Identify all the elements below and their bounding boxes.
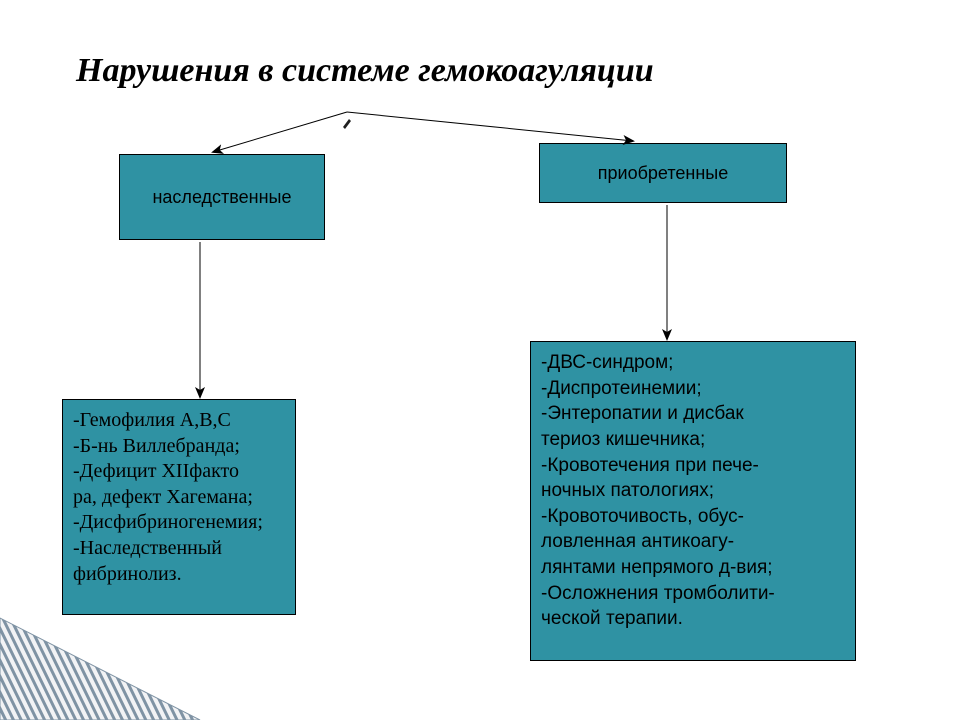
connector (213, 112, 347, 152)
connector (347, 112, 633, 141)
node-acquired-detail: -ДВС-синдром; -Диспротеинемии; -Энтеропа… (530, 341, 856, 661)
node-acquired-label: приобретенные (539, 143, 787, 203)
node-hereditary-detail: -Гемофилия А,В,С -Б-нь Виллебранда; -Деф… (62, 399, 296, 615)
page-title: Нарушения в системе гемокоагуляции (76, 52, 654, 90)
node-hereditary-label: наследственные (119, 154, 325, 240)
tick-mark (343, 119, 351, 129)
corner-decoration (0, 600, 240, 720)
